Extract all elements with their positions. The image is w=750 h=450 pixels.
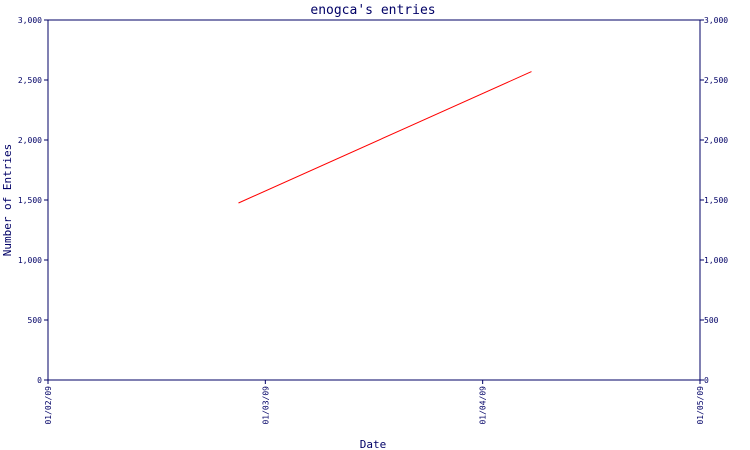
y-tick-label-right: 2,000 bbox=[704, 136, 728, 145]
y-tick-label-left: 3,000 bbox=[18, 16, 42, 25]
x-tick-label: 01/03/09 bbox=[261, 386, 270, 425]
y-tick-label-left: 1,000 bbox=[18, 256, 42, 265]
y-axis-left: 0 500 1,000 1,500 2,000 2,500 3,000 bbox=[18, 16, 48, 385]
y-tick-label-right: 3,000 bbox=[704, 16, 728, 25]
y-tick-label-left: 2,000 bbox=[18, 136, 42, 145]
y-tick-label-right: 500 bbox=[704, 316, 719, 325]
y-tick-label-right: 2,500 bbox=[704, 76, 728, 85]
y-axis-label: Number of Entries bbox=[1, 144, 14, 257]
series-line bbox=[238, 71, 532, 204]
chart-title: enogca's entries bbox=[310, 3, 435, 18]
x-tick-label: 01/04/09 bbox=[479, 386, 488, 425]
y-tick-label-left: 2,500 bbox=[18, 76, 42, 85]
plot-area-frame bbox=[47, 19, 701, 381]
x-tick-label: 01/05/09 bbox=[696, 386, 705, 425]
y-tick-label-left: 1,500 bbox=[18, 196, 42, 205]
series-layer bbox=[238, 71, 532, 204]
y-tick-label-right: 1,000 bbox=[704, 256, 728, 265]
y-axis-right: 0 500 1,000 1,500 2,000 2,500 3,000 bbox=[700, 16, 728, 385]
x-axis: 01/02/09 01/03/09 01/04/09 01/05/09 bbox=[44, 380, 705, 425]
y-tick-label-left: 0 bbox=[37, 376, 42, 385]
y-tick-label-right: 1,500 bbox=[704, 196, 728, 205]
y-tick-label-left: 500 bbox=[28, 316, 43, 325]
y-tick-label-right: 0 bbox=[704, 376, 709, 385]
x-axis-label: Date bbox=[360, 438, 387, 450]
x-tick-label: 01/02/09 bbox=[44, 386, 53, 425]
